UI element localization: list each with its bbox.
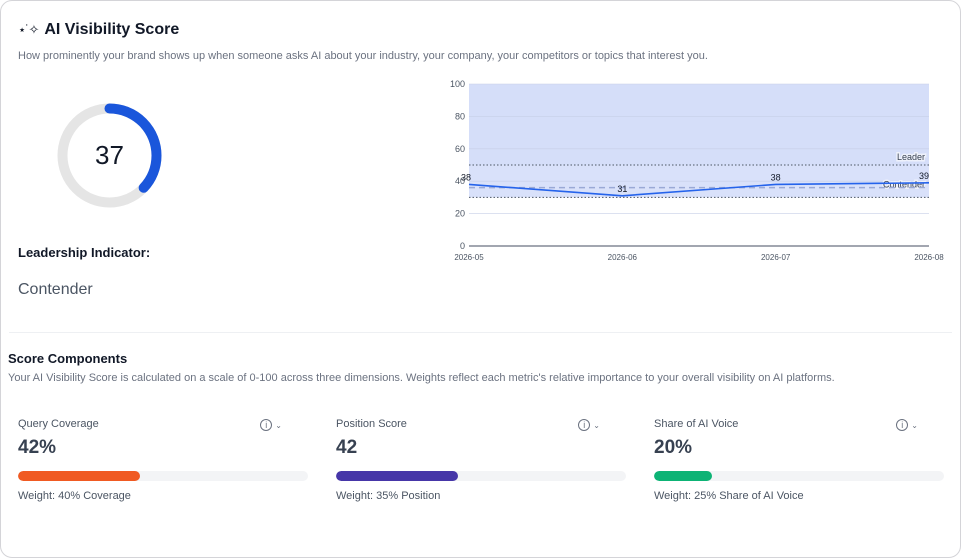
metric-info-toggle[interactable]: i ⌄ xyxy=(896,419,918,431)
metric-progress-fill xyxy=(18,471,140,481)
metric-progress-track xyxy=(654,471,944,481)
metric-share-of-ai-voice: Share of AI Voice i ⌄ 20% Weight: 25% Sh… xyxy=(654,417,944,507)
y-tick-label: 40 xyxy=(455,176,465,186)
score-components-title: Score Components xyxy=(8,351,128,366)
metric-info-toggle[interactable]: i ⌄ xyxy=(260,419,282,431)
metric-value: 20% xyxy=(654,437,693,458)
metric-weight: Weight: 35% Position xyxy=(336,490,441,502)
metric-label: Query Coverage xyxy=(18,418,99,430)
info-icon: i xyxy=(260,419,273,431)
x-tick-label: 2026-07 xyxy=(761,253,791,262)
metric-label: Share of AI Voice xyxy=(654,418,739,430)
score-value: 37 xyxy=(95,140,124,170)
card-title: AI Visibility Score xyxy=(44,21,180,38)
metric-progress-track xyxy=(336,471,626,481)
metric-weight: Weight: 25% Share of AI Voice xyxy=(654,490,804,502)
leadership-indicator-label: Leadership Indicator: xyxy=(18,245,151,260)
metric-label: Position Score xyxy=(336,418,407,430)
sparkle-icon: ⋆˙✧ xyxy=(18,22,39,37)
chevron-down-icon: ⌄ xyxy=(911,420,918,430)
leadership-indicator-value: Contender xyxy=(18,281,93,298)
metric-info-toggle[interactable]: i ⌄ xyxy=(578,419,600,431)
chevron-down-icon: ⌄ xyxy=(275,420,282,430)
metric-query-coverage: Query Coverage i ⌄ 42% Weight: 40% Cover… xyxy=(18,417,308,507)
y-tick-label: 100 xyxy=(450,79,465,89)
score-components-description: Your AI Visibility Score is calculated o… xyxy=(8,372,835,384)
y-tick-label: 0 xyxy=(460,241,465,251)
data-label: 31 xyxy=(617,184,627,194)
band-label: Leader xyxy=(897,152,925,162)
y-tick-label: 80 xyxy=(455,111,465,121)
metric-value: 42 xyxy=(336,437,358,458)
metric-value: 42% xyxy=(18,437,57,458)
info-icon: i xyxy=(578,419,591,431)
score-gauge xyxy=(57,103,162,208)
x-tick-label: 2026-05 xyxy=(454,253,484,262)
info-icon: i xyxy=(896,419,909,431)
y-tick-label: 20 xyxy=(455,209,465,219)
band-leader xyxy=(469,84,929,165)
card-subtitle: How prominently your brand shows up when… xyxy=(18,50,708,62)
x-tick-label: 2026-08 xyxy=(914,253,944,262)
metric-weight: Weight: 40% Coverage xyxy=(18,490,131,502)
metric-progress-track xyxy=(18,471,308,481)
chevron-down-icon: ⌄ xyxy=(593,420,600,430)
metric-position-score: Position Score i ⌄ 42 Weight: 35% Positi… xyxy=(336,417,626,507)
card-header: ⋆˙✧ AI Visibility Score xyxy=(18,21,179,39)
series-line xyxy=(468,182,930,197)
y-tick-label: 60 xyxy=(455,144,465,154)
x-tick-label: 2026-06 xyxy=(608,253,638,262)
section-divider xyxy=(9,332,952,333)
data-label: 39 xyxy=(919,171,929,181)
metric-progress-fill xyxy=(654,471,712,481)
data-label: 38 xyxy=(771,172,781,182)
data-label: 38 xyxy=(461,172,471,182)
gauge-progress-arc xyxy=(57,103,162,208)
metric-progress-fill xyxy=(336,471,458,481)
